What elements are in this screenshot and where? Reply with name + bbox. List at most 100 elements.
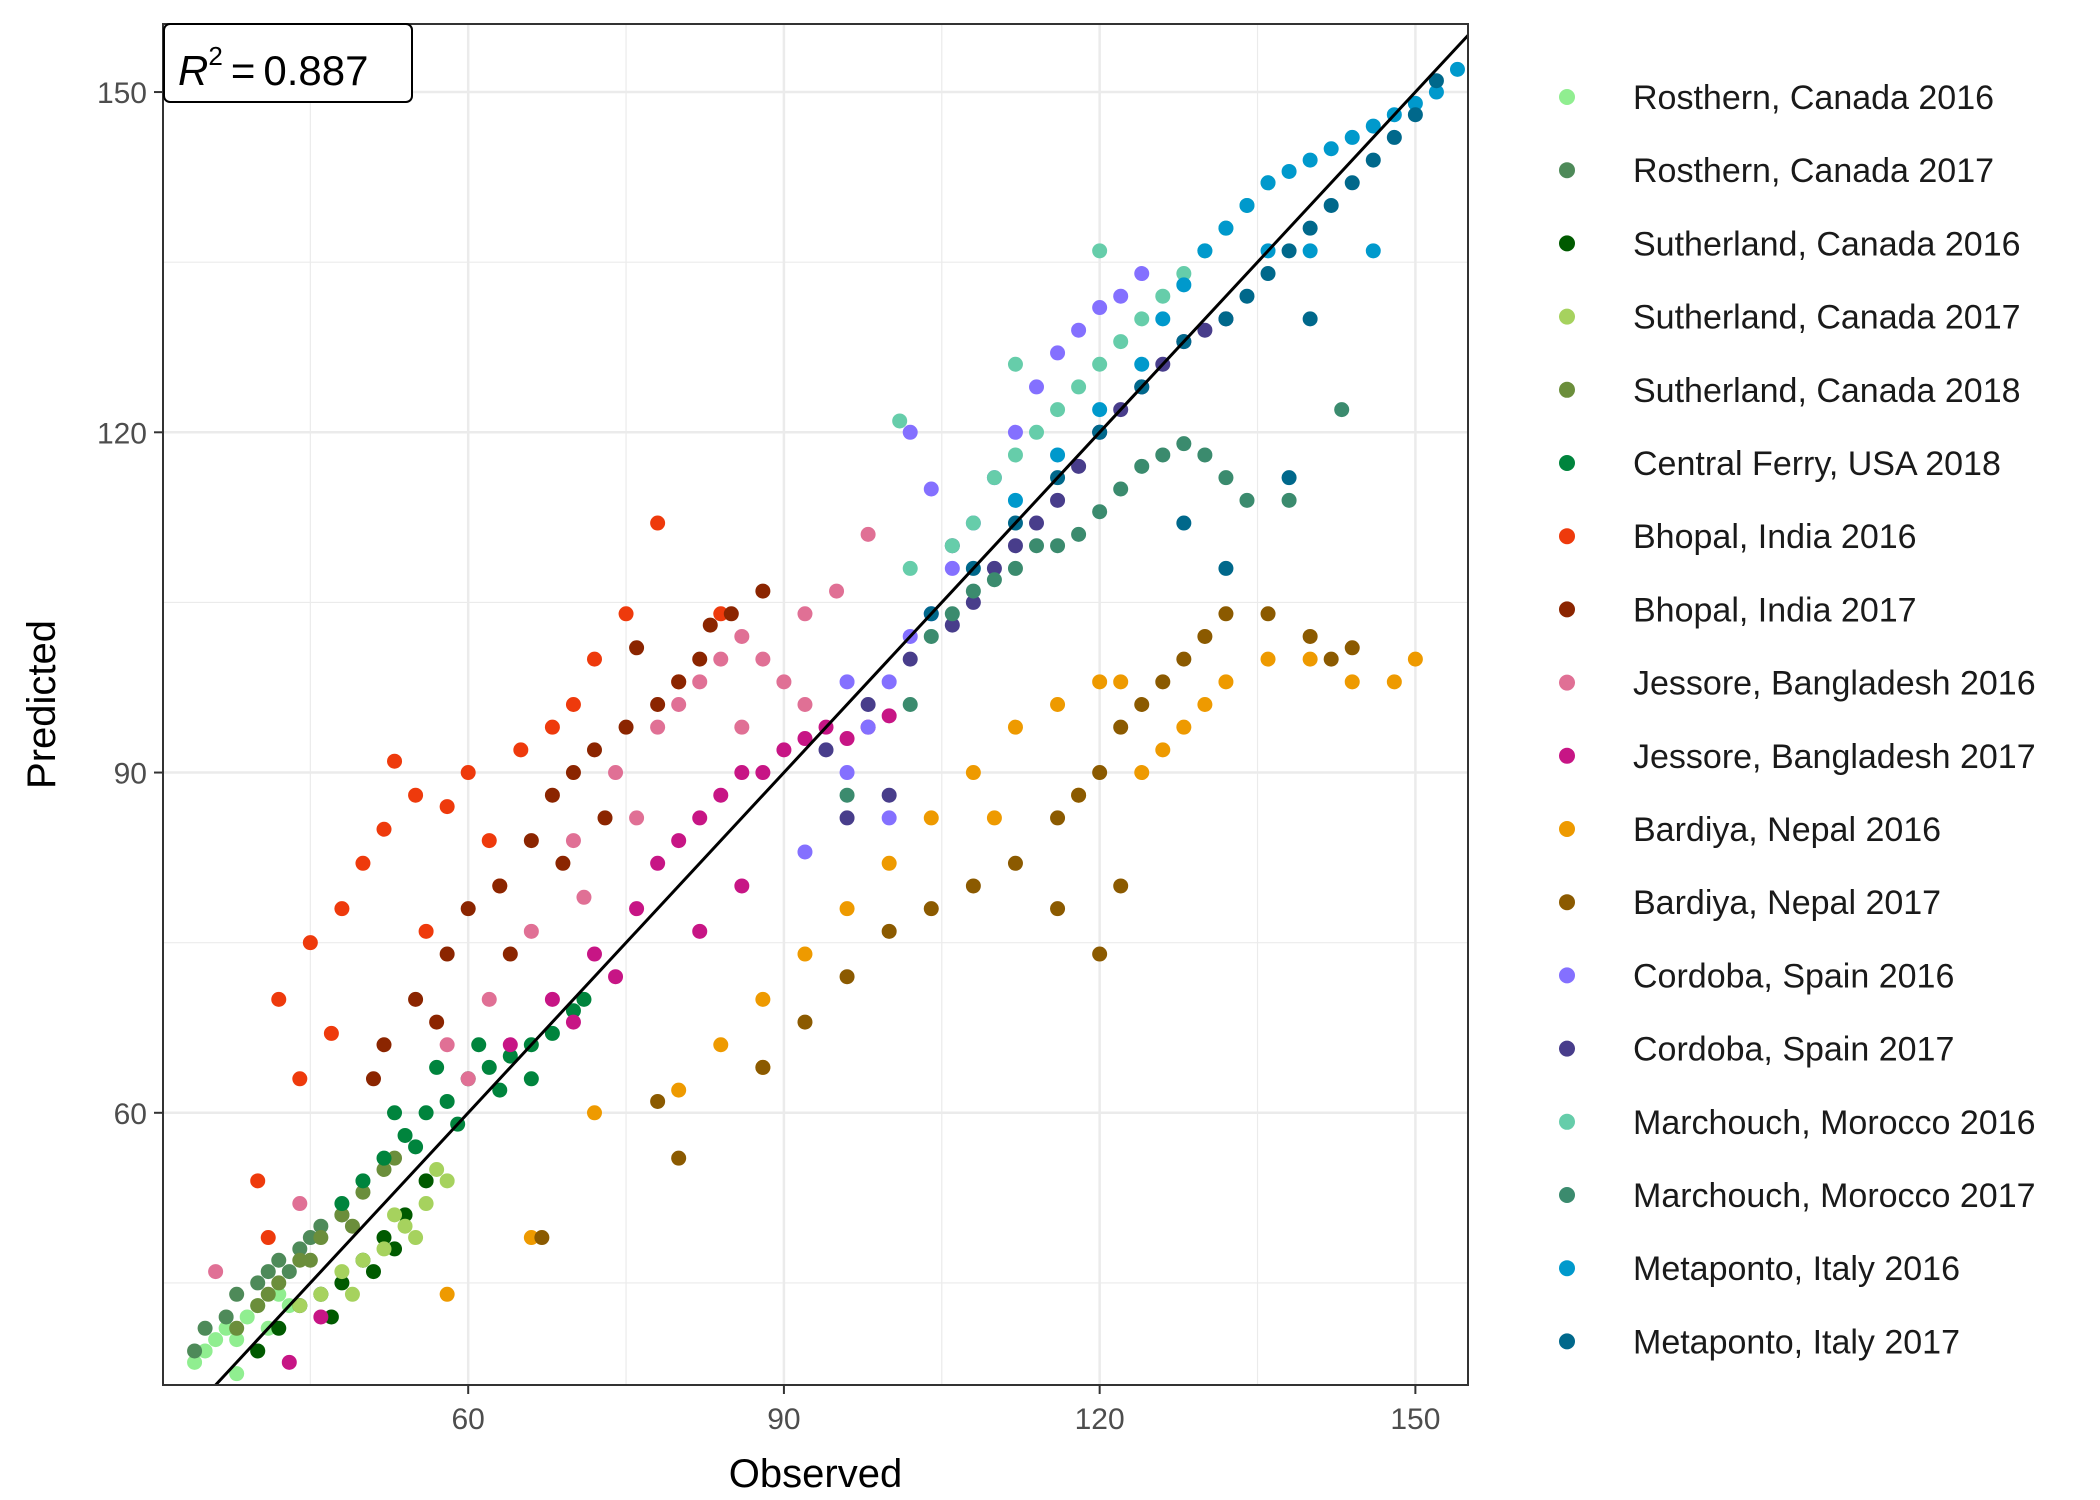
- data-point-series-17: [1260, 266, 1276, 282]
- data-point-series-4: [271, 1275, 287, 1291]
- data-point-series-8: [797, 606, 813, 622]
- legend-key-2: [1559, 235, 1575, 252]
- data-point-series-8: [460, 1071, 476, 1087]
- data-point-series-9: [797, 731, 813, 747]
- data-point-series-5: [408, 1139, 424, 1155]
- x-axis-title: Observed: [729, 1452, 902, 1496]
- data-point-series-4: [355, 1184, 371, 1200]
- data-point-series-13: [1007, 538, 1023, 554]
- y-tick-label: 150: [97, 77, 147, 110]
- legend-key-11: [1559, 894, 1575, 911]
- legend-key-17: [1559, 1333, 1575, 1350]
- r-squared-label: R2 = 0.887: [178, 41, 368, 94]
- data-point-series-9: [544, 991, 560, 1007]
- x-tick-label: 90: [767, 1403, 800, 1436]
- data-point-series-5: [397, 1127, 413, 1143]
- data-point-series-15: [923, 628, 939, 644]
- minor-gridlines: [163, 24, 1468, 1385]
- data-point-series-14: [965, 515, 981, 531]
- data-point-series-5: [576, 991, 592, 1007]
- r-squared-annotation: R2 = 0.887: [163, 23, 413, 103]
- data-point-series-7: [492, 878, 508, 894]
- data-point-series-9: [734, 878, 750, 894]
- legend-label-15: Marchouch, Morocco 2017: [1633, 1177, 2036, 1215]
- data-point-series-16: [1155, 311, 1171, 327]
- data-point-series-13: [1029, 515, 1045, 531]
- data-point-series-12: [923, 481, 939, 497]
- data-point-series-12: [1071, 322, 1087, 338]
- data-point-series-16: [1365, 243, 1381, 259]
- x-tick-label: 60: [452, 1403, 485, 1436]
- data-point-series-5: [334, 1196, 350, 1212]
- data-point-series-11: [965, 878, 981, 894]
- data-point-series-15: [1281, 492, 1297, 508]
- data-point-series-15: [944, 606, 960, 622]
- data-point-series-17: [1176, 515, 1192, 531]
- data-point-series-11: [1113, 719, 1129, 735]
- data-point-series-2: [418, 1173, 434, 1189]
- data-point-series-7: [523, 833, 539, 849]
- data-point-series-11: [1007, 855, 1023, 871]
- data-point-series-8: [208, 1264, 224, 1280]
- data-point-series-14: [944, 538, 960, 554]
- data-point-series-16: [1260, 175, 1276, 191]
- y-axis-ticks: 60 90 120 150: [97, 77, 163, 1131]
- data-point-series-8: [608, 765, 624, 781]
- data-point-series-13: [1050, 492, 1066, 508]
- data-point-series-1: [292, 1241, 308, 1257]
- data-point-series-14: [1007, 356, 1023, 372]
- data-point-series-10: [1344, 674, 1360, 690]
- data-point-series-14: [1071, 379, 1087, 395]
- data-point-series-1: [302, 1230, 318, 1246]
- data-point-series-9: [608, 969, 624, 985]
- data-point-series-2: [250, 1343, 266, 1359]
- data-point-series-1: [229, 1286, 245, 1302]
- data-point-series-3: [334, 1264, 350, 1280]
- data-point-series-10: [881, 855, 897, 871]
- legend-key-13: [1559, 1040, 1575, 1057]
- data-point-series-8: [755, 651, 771, 667]
- legend-key-7: [1559, 601, 1575, 618]
- data-point-series-5: [439, 1093, 455, 1109]
- r-squared-equals: =: [231, 47, 256, 94]
- data-point-series-6: [513, 742, 529, 758]
- data-point-series-6: [418, 923, 434, 939]
- data-point-series-15: [1197, 447, 1213, 463]
- data-point-series-4: [260, 1286, 276, 1302]
- data-point-series-10: [439, 1286, 455, 1302]
- data-point-series-16: [1302, 152, 1318, 168]
- data-point-series-15: [1134, 458, 1150, 474]
- data-point-series-15: [986, 572, 1002, 588]
- data-point-series-5: [418, 1105, 434, 1121]
- data-point-series-7: [460, 901, 476, 917]
- data-point-series-10: [755, 991, 771, 1007]
- legend-key-4: [1559, 381, 1575, 398]
- data-point-series-2: [397, 1207, 413, 1223]
- data-point-series-6: [334, 901, 350, 917]
- data-point-series-11: [1344, 640, 1360, 656]
- data-point-series-11: [1092, 765, 1108, 781]
- data-point-series-10: [1302, 651, 1318, 667]
- data-point-series-13: [881, 787, 897, 803]
- data-point-series-16: [1449, 61, 1465, 77]
- data-point-series-5: [355, 1173, 371, 1189]
- data-point-series-16: [1218, 220, 1234, 236]
- data-point-series-16: [1092, 402, 1108, 418]
- data-point-series-8: [734, 628, 750, 644]
- data-point-series-9: [502, 1037, 518, 1053]
- data-point-series-11: [1302, 628, 1318, 644]
- x-tick-label: 120: [1075, 1403, 1125, 1436]
- data-point-series-4: [302, 1252, 318, 1268]
- legend-key-6: [1559, 528, 1575, 545]
- data-point-series-10: [1113, 674, 1129, 690]
- data-point-series-9: [586, 946, 602, 962]
- data-point-series-11: [797, 1014, 813, 1030]
- data-point-series-16: [1344, 129, 1360, 145]
- legend-label-7: Bhopal, India 2017: [1633, 591, 1917, 629]
- data-point-series-12: [1113, 288, 1129, 304]
- data-point-series-7: [692, 651, 708, 667]
- data-point-series-16: [1428, 84, 1444, 100]
- data-point-series-12: [839, 765, 855, 781]
- data-point-series-5: [492, 1082, 508, 1098]
